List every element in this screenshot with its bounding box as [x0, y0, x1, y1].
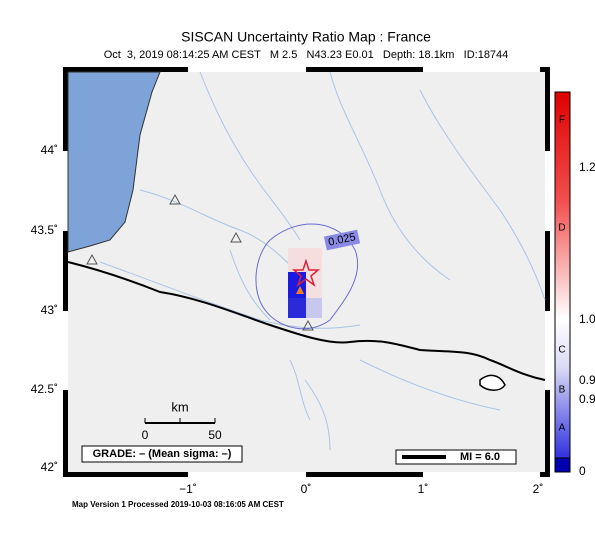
grade-letter: A — [559, 423, 566, 434]
title: SISCAN Uncertainty Ratio Map : France — [181, 29, 431, 45]
lon-label: −1˚ — [179, 482, 197, 496]
colorbar-label: 0.9 — [579, 373, 595, 387]
grade-letter: B — [559, 385, 566, 396]
scale-bar — [144, 418, 216, 424]
mi-box — [395, 449, 517, 465]
subtitle: Oct 3, 2019 08:14:25 AM CEST M 2.5 N43.2… — [104, 49, 509, 61]
lon-label: 2˚ — [533, 482, 544, 496]
lat-label: 42.5˚ — [31, 382, 58, 396]
colorbar-grades: F D C B A — [558, 115, 565, 434]
cell — [288, 298, 306, 318]
colorbar-zero — [554, 457, 571, 473]
grade-letter: D — [558, 223, 565, 234]
grade-letter: F — [559, 115, 565, 126]
ocean — [67, 71, 161, 253]
footer: Map Version 1 Processed 2019-10-03 08:16… — [72, 500, 284, 509]
country-border — [67, 261, 546, 381]
colorbar — [554, 91, 571, 459]
cell — [288, 272, 306, 298]
contour — [255, 223, 359, 330]
lat-label: 44˚ — [41, 143, 58, 157]
mi: MI = 6.0 — [460, 451, 500, 463]
lat-label: 43.5˚ — [31, 223, 58, 237]
lon-labels: −1˚ 0˚ 1˚ 2˚ — [179, 482, 543, 496]
colorbar-labels: 1.2 1.0 0.9 0.9 0 — [579, 160, 595, 478]
station-triggered — [296, 286, 304, 294]
grade-letter: C — [558, 345, 565, 356]
grade: GRADE: – (Mean sigma: –) — [93, 448, 232, 460]
cell — [288, 248, 322, 272]
cell — [306, 298, 322, 318]
grade-box — [81, 445, 243, 463]
scale-tick: 0 — [142, 428, 149, 442]
frame-ticks — [63, 67, 550, 477]
lat-label: 43˚ — [41, 303, 58, 317]
colorbar-label: 1.2 — [579, 160, 595, 174]
scale-tick: 50 — [208, 428, 222, 442]
colorbar-label: 0.9 — [579, 392, 595, 406]
stations — [86, 193, 314, 331]
contour-label: 0.025 — [327, 231, 356, 248]
lon-label: 1˚ — [418, 482, 429, 496]
colorbar-label: 0 — [579, 464, 586, 478]
lat-label: 42˚ — [41, 460, 58, 474]
epicenter — [291, 258, 321, 288]
lake — [479, 374, 506, 391]
colorbar-label: 1.0 — [579, 312, 595, 326]
lat-labels: 44˚ 43.5˚ 43˚ 42.5˚ 42˚ — [31, 143, 58, 474]
rivers — [99, 71, 546, 451]
contour-label-box: 0.025 — [323, 229, 361, 251]
scale-unit: km — [171, 399, 188, 414]
lon-label: 0˚ — [301, 482, 312, 496]
